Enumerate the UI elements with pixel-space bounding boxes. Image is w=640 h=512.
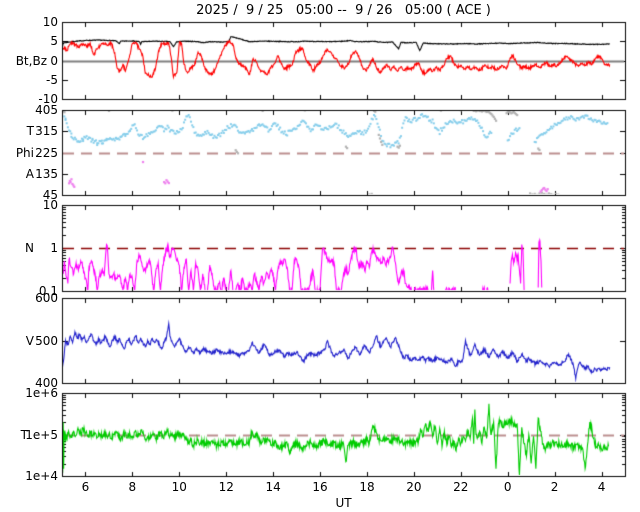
y-tick-label: -10 (38, 92, 58, 106)
y-tick-label: 45 (42, 188, 58, 202)
y-tick-label: 135 (35, 166, 58, 181)
x-tick-label: 2 (550, 480, 559, 494)
y-tick-label: 0.1 (38, 284, 58, 298)
y-tick-label: 0 (50, 53, 58, 68)
x-tick-label: 8 (128, 480, 137, 494)
y-tick-label: 400 (35, 376, 58, 390)
y-tick-label: 10 (42, 15, 58, 29)
y-tick-label: 500 (35, 333, 58, 348)
x-tick-label: 20 (406, 480, 422, 494)
x-axis-title: UT (335, 496, 352, 510)
plot-title: 2025 / 9 / 25 05:00 -- 9 / 26 05:00 ( AC… (196, 3, 491, 18)
y-tick-label: 5 (50, 34, 58, 49)
y-tick-label: 1e+6 (25, 386, 58, 400)
y-tick-label: 1 (50, 241, 58, 255)
y-tick-label: 315 (35, 124, 58, 139)
y-tick-label: 1e+4 (25, 469, 58, 483)
y-axis-row-label: A (25, 166, 34, 181)
x-tick-label: 22 (453, 480, 469, 494)
y-tick-label: 225 (35, 145, 58, 160)
x-tick-label: 10 (171, 480, 187, 494)
y-axis-row-label: T (26, 124, 34, 139)
y-axis-row-label: T (20, 427, 28, 442)
y-tick-label: 1e+5 (25, 427, 58, 442)
x-tick-label: 4 (597, 480, 606, 494)
y-tick-label: 600 (35, 291, 58, 305)
y-tick-label: 10 (42, 198, 58, 212)
y-axis-row-label: N (25, 241, 34, 255)
y-tick-label: -5 (46, 72, 58, 87)
x-tick-label: 16 (312, 480, 328, 494)
x-tick-label: 18 (359, 480, 375, 494)
x-tick-label: 12 (218, 480, 234, 494)
y-tick-label: 405 (35, 103, 58, 117)
y-axis-row-label: Phi (15, 145, 34, 160)
y-axis-row-label: Bt,Bz (15, 53, 47, 68)
x-tick-label: 14 (265, 480, 281, 494)
y-axis-row-label: V (25, 333, 34, 348)
x-tick-label: 6 (81, 480, 90, 494)
x-tick-label: 0 (503, 480, 512, 494)
